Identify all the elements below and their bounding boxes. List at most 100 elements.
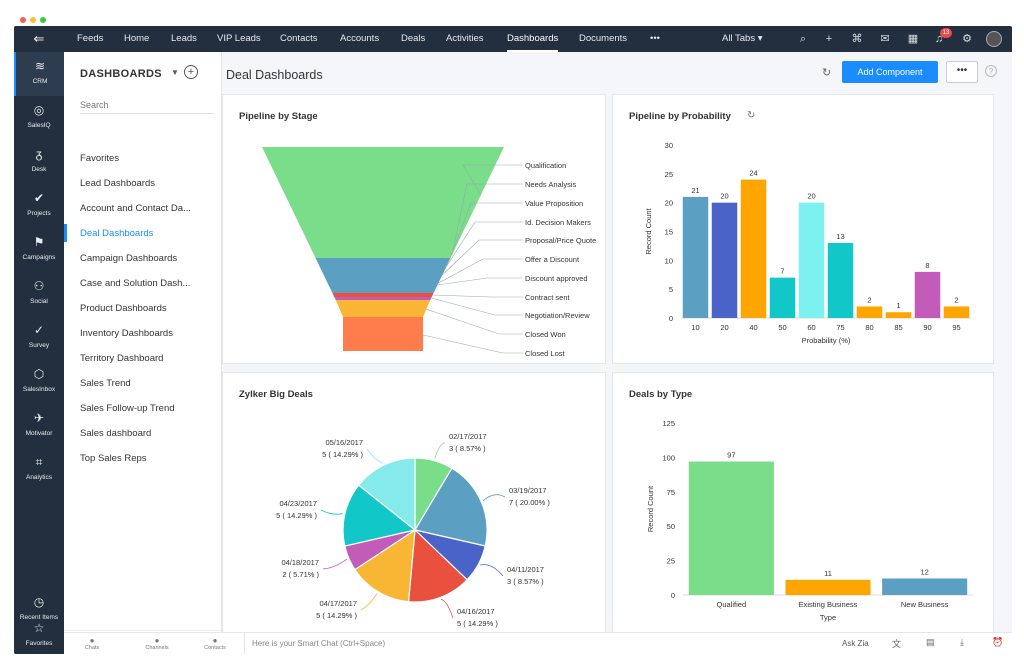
tab-activities[interactable]: Activities — [446, 33, 484, 44]
funnel-segment[interactable] — [332, 293, 434, 297]
chats-button[interactable]: ● Chats — [82, 636, 102, 651]
contacts-button[interactable]: ● Contacts — [202, 636, 228, 651]
bar[interactable] — [827, 243, 854, 318]
sidebar-item-case-and-solution-dash[interactable]: Case and Solution Dash... — [80, 278, 191, 289]
bar[interactable] — [769, 277, 796, 318]
add-dashboard-icon[interactable]: + — [184, 65, 198, 79]
window-controls[interactable] — [20, 10, 50, 28]
tab-leads[interactable]: Leads — [171, 33, 197, 44]
gear-icon[interactable]: ⚙ — [962, 33, 972, 45]
nav-salesinbox[interactable]: ⬡ SalesInbox — [14, 360, 64, 404]
y-tick-label: 30 — [665, 141, 673, 150]
funnel-segment[interactable] — [343, 317, 423, 351]
nav-salesiq[interactable]: ◎ SalesIQ — [14, 96, 64, 140]
all-tabs-dropdown[interactable]: All Tabs ▾ — [722, 33, 763, 44]
plus-icon[interactable]: + — [825, 33, 833, 45]
smart-chat-input[interactable]: Here is your Smart Chat (Ctrl+Space) — [252, 639, 386, 648]
mail-icon[interactable]: ✉ — [880, 33, 890, 45]
tab-contacts[interactable]: Contacts — [280, 33, 318, 44]
sidebar-item-inventory-dashboards[interactable]: Inventory Dashboards — [80, 328, 173, 339]
download-icon[interactable]: ⤓ — [960, 637, 964, 647]
nav-analytics[interactable]: ⌗ Analytics — [14, 448, 64, 492]
funnel-segment[interactable] — [262, 147, 504, 258]
chat-icon: ● — [89, 636, 95, 645]
notes-icon[interactable]: ▤ — [926, 637, 935, 647]
bar[interactable] — [798, 202, 825, 318]
sidebar-item-territory-dashboard[interactable]: Territory Dashboard — [80, 353, 164, 364]
pie-slice[interactable] — [414, 467, 488, 547]
tab-feeds[interactable]: Feeds — [77, 33, 104, 44]
bar[interactable] — [856, 306, 883, 318]
bell-icon[interactable]: ♫ — [934, 33, 944, 45]
sidebar-item-favorites[interactable]: Favorites — [80, 153, 120, 164]
bar[interactable] — [943, 306, 970, 318]
leader-line — [448, 202, 523, 262]
tab-deals[interactable]: Deals — [401, 33, 426, 44]
nav-crm[interactable]: ≋ CRM — [14, 52, 64, 96]
sidebar-item-sales-dashboard[interactable]: Sales dashboard — [80, 428, 152, 439]
tab-accounts[interactable]: Accounts — [340, 33, 380, 44]
x-tick-label: 95 — [952, 323, 960, 332]
bar[interactable] — [785, 579, 871, 595]
sidebar-item-lead-dashboards[interactable]: Lead Dashboards — [80, 178, 155, 189]
bar-chart: 0 5 10 15 20 25 30 21 10 20 20 24 40 7 50 20 60 13 75 2 80 1 8… — [644, 141, 971, 345]
nav-projects[interactable]: ✔ Projects — [14, 184, 64, 228]
x-axis-label: Probability (%) — [802, 336, 851, 345]
bar[interactable] — [682, 196, 709, 318]
tab-dashboards[interactable]: Dashboards — [507, 26, 559, 52]
calendar-icon[interactable]: ▦ — [907, 33, 919, 45]
chevron-down-icon[interactable]: ▼ — [171, 68, 179, 77]
funnel-segment[interactable] — [335, 300, 431, 317]
sidebar-item-account-and-contact-da[interactable]: Account and Contact Da... — [80, 203, 191, 214]
sidebar-item-sales-trend[interactable]: Sales Trend — [80, 378, 131, 389]
tab-vip-leads[interactable]: VIP Leads — [217, 33, 261, 44]
nav-favorites[interactable]: ☆ Favorites — [14, 614, 64, 654]
pie-slice[interactable] — [357, 457, 416, 532]
nav-campaigns[interactable]: ⚑ Campaigns — [14, 228, 64, 272]
pie-slice[interactable] — [342, 484, 417, 547]
minimize-dot[interactable] — [30, 17, 36, 23]
search-icon[interactable]: ⌕ — [799, 33, 807, 45]
close-dot[interactable] — [20, 17, 26, 23]
bar[interactable] — [740, 179, 767, 318]
more-options-button[interactable]: ••• — [946, 61, 978, 83]
bar[interactable] — [711, 202, 738, 318]
pie-slice[interactable] — [407, 528, 468, 603]
nav-recent-items[interactable]: ◷ Recent Items — [14, 588, 64, 632]
ask-zia-button[interactable]: Ask Zia — [842, 639, 869, 648]
bar[interactable] — [885, 312, 912, 318]
panel-title: Deals by Type — [629, 389, 693, 400]
avatar[interactable] — [986, 31, 1002, 47]
nav-survey[interactable]: ✓ Survey — [14, 316, 64, 360]
maximize-dot[interactable] — [40, 17, 46, 23]
help-icon[interactable]: ? — [985, 65, 997, 77]
tab-[interactable]: ••• — [650, 33, 660, 44]
sidebar-search-input[interactable] — [80, 96, 214, 114]
collapse-icon[interactable]: ⇐ — [33, 31, 45, 46]
funnel-segment[interactable] — [315, 258, 451, 293]
tab-documents[interactable]: Documents — [579, 33, 628, 44]
sidebar-item-top-sales-reps[interactable]: Top Sales Reps — [80, 453, 147, 464]
gamepad-icon[interactable]: ⌘ — [851, 33, 863, 45]
tab-home[interactable]: Home — [124, 33, 150, 44]
x-tick-label: 85 — [894, 323, 902, 332]
nav-desk[interactable]: ᵹ Desk — [14, 140, 64, 184]
add-component-button[interactable]: Add Component — [842, 61, 938, 83]
sidebar-item-product-dashboards[interactable]: Product Dashboards — [80, 303, 167, 314]
bar[interactable] — [914, 271, 941, 318]
refresh-icon[interactable]: ↻ — [747, 110, 756, 121]
slice-label: 04/11/2017 — [507, 565, 544, 574]
alarm-icon[interactable]: ⏰ — [992, 637, 1004, 647]
translate-icon[interactable]: 文 — [892, 639, 902, 649]
bar[interactable] — [882, 578, 968, 595]
nav-social[interactable]: ⚇ Social — [14, 272, 64, 316]
sidebar-item-deal-dashboards[interactable]: Deal Dashboards — [80, 228, 154, 239]
funnel-segment[interactable] — [334, 297, 432, 300]
sidebar-item-sales-follow-up-trend[interactable]: Sales Follow-up Trend — [80, 403, 175, 414]
sidebar-item-campaign-dashboards[interactable]: Campaign Dashboards — [80, 253, 178, 264]
refresh-icon[interactable]: ↻ — [822, 67, 832, 79]
pie-slice[interactable] — [354, 528, 416, 603]
channels-button[interactable]: ● Channels — [142, 636, 172, 651]
bar[interactable] — [688, 461, 774, 595]
nav-motivator[interactable]: ✈ Motivator — [14, 404, 64, 448]
